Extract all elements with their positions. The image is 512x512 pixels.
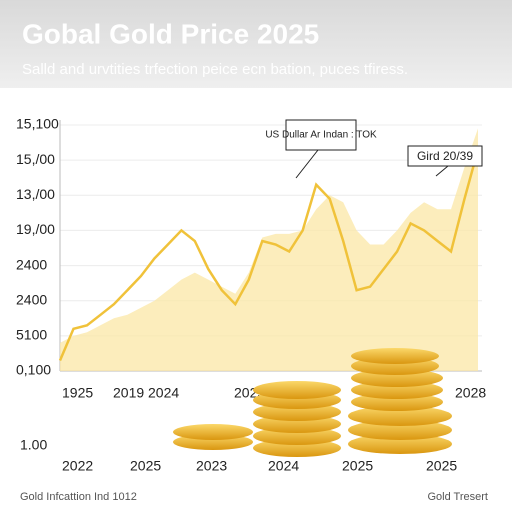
footer: Gold Tresert [427,491,488,503]
y-tick-label: 15,100 [16,116,59,132]
x-tick-label: 1925 [62,385,93,401]
annotation-box [407,145,483,167]
y-tick-label: 13,/00 [16,186,55,202]
header [0,0,512,88]
coin-stack [348,348,452,454]
annotation-pointer [435,165,449,177]
x-tick-label: 2024 [268,458,299,474]
y-tick-label: 2400 [16,256,47,272]
y-tick-label: 2400 [16,291,47,307]
x-tick-label: 2024 [148,385,179,401]
x-tick-label: 2025 [342,458,373,474]
y-tick-label: 15,/00 [16,151,55,167]
y-tick-label: 5100 [16,327,47,343]
x-tick-label: 2019 [113,385,144,401]
footer: Gold Infcattion Ind 1012 [20,491,137,503]
coins [173,348,452,457]
y-tick-label: 0,100 [16,362,51,378]
x-tick-label: 2028 [455,385,486,401]
x-tick-label: 2022 [62,458,93,474]
title: Gobal Gold Price 2025 [22,18,319,49]
y-tick-label: 19,/00 [16,221,55,237]
subtitle: Salld and urvtities trfection peice ecn … [22,61,408,78]
coin-stack [253,381,341,457]
annotation: US Dullar Ar Indan : TOK [265,130,377,141]
x-tick-label: 2025 [426,458,457,474]
coin-stack [173,424,253,450]
x-tick-label: 2023 [196,458,227,474]
annotation-pointer [295,149,319,179]
area [60,128,478,371]
annotation: Gird 20/39 [417,149,473,163]
side-label: 1.00 [20,437,47,453]
annotation-box [285,119,357,151]
x-tick-label: 2025 [130,458,161,474]
line [58,149,480,361]
